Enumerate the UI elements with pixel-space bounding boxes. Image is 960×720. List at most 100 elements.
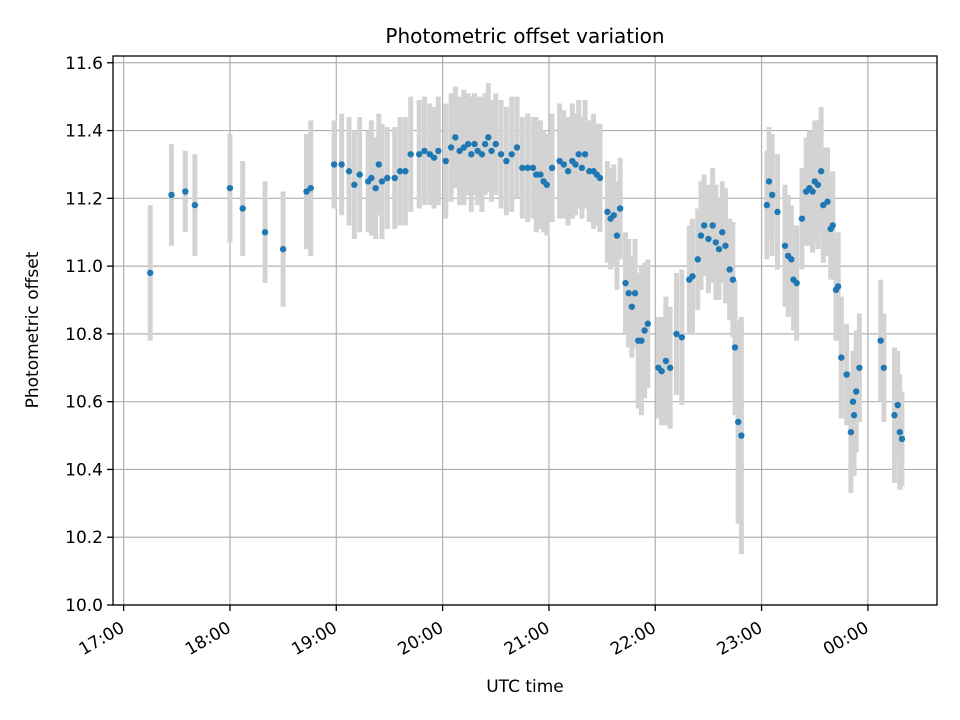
- data-point: [616, 205, 624, 212]
- data-point: [396, 168, 404, 175]
- data-point: [774, 208, 781, 216]
- data-point: [578, 164, 586, 172]
- data-point: [378, 178, 386, 185]
- data-point: [519, 164, 526, 172]
- data-point: [147, 269, 154, 277]
- data-point: [850, 412, 858, 419]
- data-point: [307, 184, 314, 192]
- data-point: [610, 212, 617, 219]
- data-point: [564, 168, 572, 175]
- data-points: [147, 134, 906, 443]
- data-point: [356, 171, 363, 178]
- data-point: [891, 412, 898, 419]
- data-point: [572, 161, 579, 168]
- data-point: [384, 174, 391, 182]
- data-point: [402, 168, 409, 175]
- data-point: [894, 401, 901, 409]
- data-point: [628, 303, 636, 310]
- data-point: [191, 201, 199, 209]
- data-point: [372, 184, 379, 192]
- data-point: [488, 147, 495, 155]
- data-point: [330, 161, 338, 168]
- data-point: [781, 242, 789, 249]
- data-point: [898, 435, 906, 443]
- data-point: [430, 154, 438, 161]
- data-point: [481, 140, 489, 148]
- data-point: [508, 151, 515, 158]
- data-point: [524, 164, 531, 172]
- data-point: [368, 174, 375, 182]
- data-point: [468, 151, 475, 158]
- data-point: [351, 181, 358, 188]
- data-point: [852, 388, 860, 395]
- data-point: [694, 256, 701, 263]
- data-point: [168, 191, 175, 199]
- data-point: [658, 367, 665, 375]
- data-point: [529, 164, 537, 172]
- y-tick-label: 10.6: [65, 393, 103, 413]
- y-tick-label: 11.2: [65, 189, 103, 209]
- chart-title: Photometric offset variation: [385, 24, 664, 48]
- data-point: [697, 232, 705, 239]
- data-point: [503, 157, 510, 165]
- data-point: [239, 205, 246, 212]
- data-point: [769, 191, 776, 199]
- data-point: [631, 290, 639, 297]
- plot-frame: [112, 55, 938, 606]
- data-point: [817, 168, 825, 175]
- data-point: [793, 279, 800, 287]
- data-point: [809, 188, 816, 195]
- data-point: [452, 134, 459, 141]
- y-tick-label: 10.8: [65, 325, 103, 345]
- data-point: [548, 164, 556, 172]
- data-point: [719, 229, 726, 236]
- data-point: [673, 330, 680, 338]
- data-point: [896, 428, 903, 436]
- data-point: [622, 279, 629, 287]
- y-tick-label: 10.4: [65, 460, 103, 480]
- data-point: [712, 239, 720, 246]
- data-point: [765, 178, 773, 185]
- data-point: [644, 320, 652, 327]
- data-point: [856, 364, 863, 371]
- data-point: [604, 208, 611, 216]
- data-point: [279, 245, 287, 253]
- data-point: [843, 371, 850, 378]
- y-tick-label: 11.6: [65, 54, 103, 74]
- data-point: [824, 198, 831, 205]
- data-point: [829, 222, 837, 229]
- data-point: [421, 147, 428, 155]
- data-point: [560, 161, 568, 168]
- y-tick-label: 11.4: [65, 122, 103, 142]
- data-point: [838, 354, 845, 361]
- data-point: [788, 256, 795, 263]
- data-point: [226, 184, 234, 192]
- data-point: [814, 181, 822, 188]
- data-point: [877, 337, 884, 344]
- data-point: [261, 229, 269, 236]
- data-point: [575, 151, 582, 158]
- data-point: [666, 364, 674, 371]
- data-point: [182, 188, 189, 195]
- y-tick-label: 10.0: [65, 596, 103, 616]
- data-point: [613, 232, 621, 239]
- y-axis-ticks: 10.0 10.2 10.4 10.6 10.8 11.0 11.2 11.4 11.6: [65, 54, 113, 616]
- data-point: [543, 181, 550, 188]
- data-point: [485, 134, 492, 141]
- data-point: [345, 168, 353, 175]
- data-point: [478, 151, 486, 158]
- data-point: [391, 174, 398, 182]
- data-point: [715, 245, 723, 253]
- data-point: [705, 235, 712, 243]
- data-point: [763, 201, 771, 209]
- data-point: [407, 151, 414, 158]
- y-tick-label: 11.0: [65, 257, 103, 277]
- data-point: [471, 140, 478, 148]
- data-point: [700, 222, 708, 229]
- data-point: [537, 171, 544, 178]
- data-point: [849, 398, 857, 405]
- data-point: [442, 157, 449, 165]
- data-point: [625, 290, 632, 297]
- data-point: [662, 357, 670, 365]
